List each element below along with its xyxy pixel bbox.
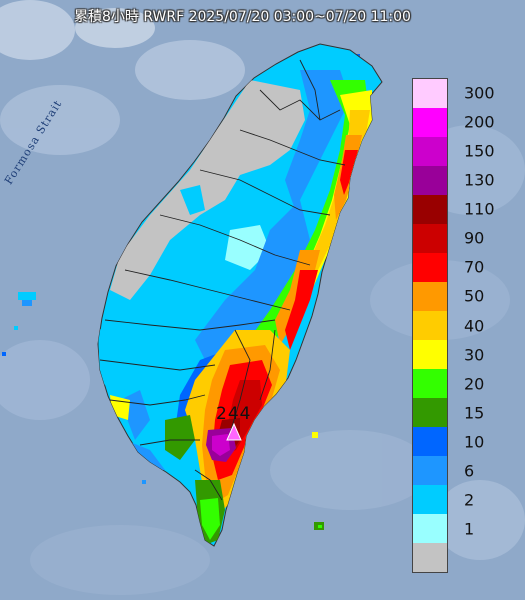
max-rainfall-label: 244 [216, 404, 252, 424]
legend-swatch [413, 514, 447, 543]
legend-label: 50 [464, 286, 485, 306]
legend-swatch [413, 543, 447, 572]
legend-swatch [413, 282, 447, 311]
legend-swatch [413, 224, 447, 253]
max-location-marker [226, 422, 242, 441]
legend-label: 150 [464, 141, 495, 161]
legend-swatch [413, 195, 447, 224]
boundary-lines [99, 59, 346, 501]
legend-label: 200 [464, 112, 495, 132]
legend-swatch [413, 166, 447, 195]
legend-swatch [413, 398, 447, 427]
legend-label: 6 [464, 461, 475, 481]
legend-label: 110 [464, 199, 495, 219]
legend-label: 300 [464, 83, 495, 103]
legend-swatch [413, 79, 447, 108]
legend-label: 70 [464, 257, 485, 277]
legend-label: 1 [464, 519, 475, 539]
legend-label: 2 [464, 490, 475, 510]
legend-color-bar [412, 78, 448, 573]
legend-label: 90 [464, 228, 485, 248]
legend-swatch [413, 253, 447, 282]
legend-label: 10 [464, 432, 485, 452]
legend-label: 30 [464, 345, 485, 365]
legend-label: 20 [464, 374, 485, 394]
legend-swatch [413, 427, 447, 456]
legend-label: 130 [464, 170, 495, 190]
legend-swatch [413, 311, 447, 340]
legend-label: 15 [464, 403, 485, 423]
legend-swatch [413, 485, 447, 514]
rainfall-legend: 300 200 150 130 110 90 70 50 40 30 20 15 10 6 2 1 [412, 78, 522, 573]
legend-label: 40 [464, 316, 485, 335]
legend-swatch [413, 137, 447, 166]
map-title: 累積8小時 RWRF 2025/07/20 03:00~07/20 11:00 [74, 9, 411, 25]
legend-swatch [413, 369, 447, 398]
legend-swatch [413, 456, 447, 485]
legend-swatch [413, 108, 447, 137]
legend-swatch [413, 340, 447, 369]
